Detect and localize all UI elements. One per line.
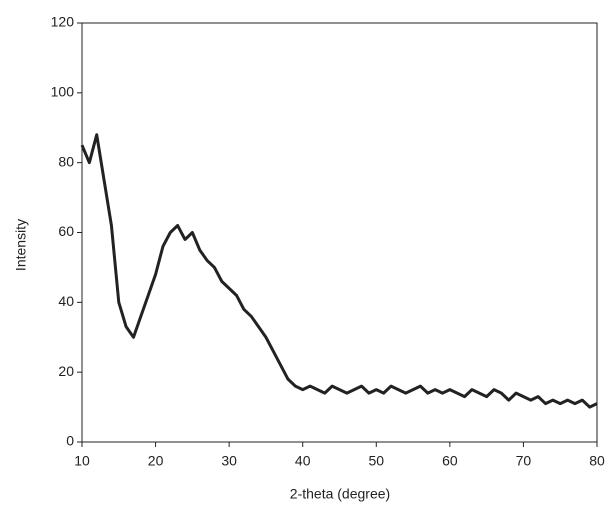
y-tick-label: 80 [58, 153, 74, 169]
x-tick-label: 50 [368, 453, 384, 469]
y-tick-label: 20 [58, 363, 74, 379]
y-tick-label: 40 [58, 293, 74, 309]
data-line [80, 133, 598, 409]
y-tick-label: 100 [51, 84, 75, 100]
x-tick-label: 40 [295, 453, 311, 469]
x-tick-label: 10 [74, 453, 90, 469]
y-tick-label: 120 [51, 14, 75, 30]
y-axis-label: Intensity [13, 219, 29, 271]
x-tick-label: 70 [516, 453, 532, 469]
x-tick-label: 60 [442, 453, 458, 469]
x-tick-label: 20 [148, 453, 164, 469]
y-tick-label: 60 [58, 223, 74, 239]
plot-frame [81, 22, 598, 443]
x-tick-label: 30 [221, 453, 237, 469]
y-tick-label: 0 [66, 433, 74, 449]
x-axis-label: 2-theta (degree) [290, 486, 390, 502]
x-tick-label: 80 [589, 453, 605, 469]
